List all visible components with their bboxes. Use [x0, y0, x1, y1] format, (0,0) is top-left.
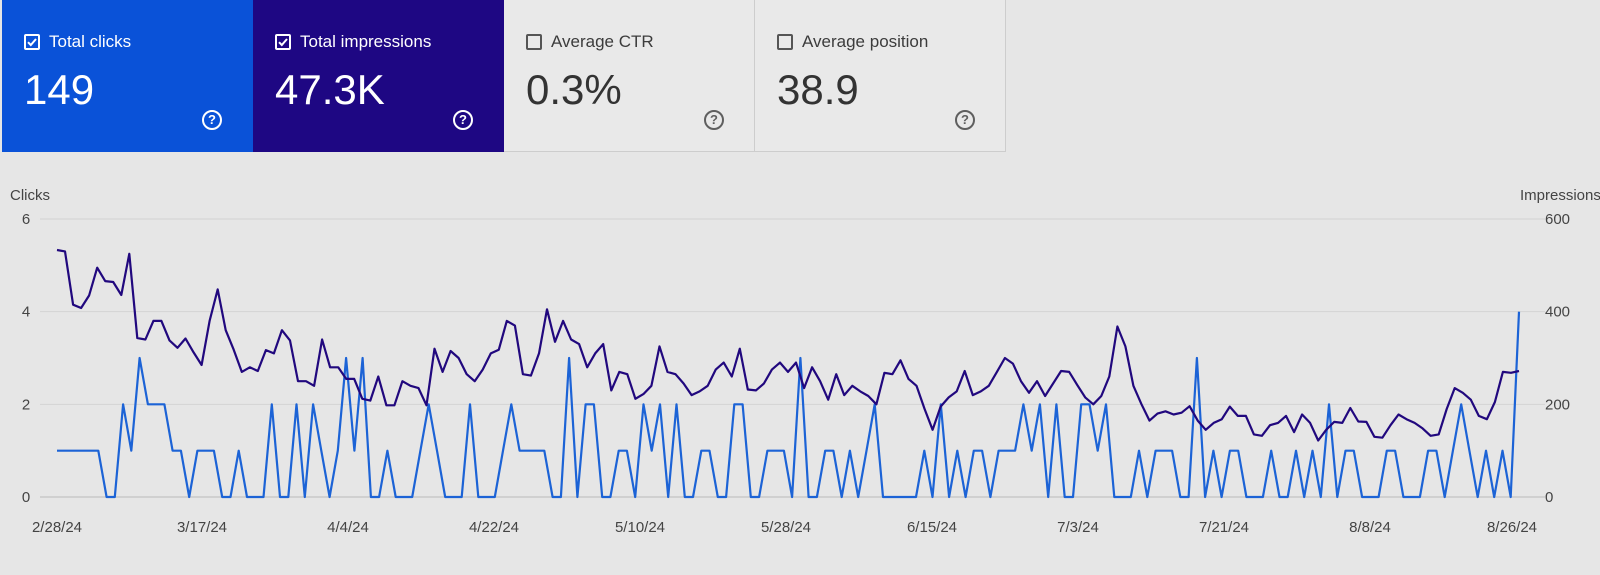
y-axis-right-title: Impressions: [1520, 187, 1600, 204]
plot-area: [56, 248, 1521, 499]
y-tick-label-left: 0: [22, 489, 30, 506]
y-tick-label-left: 4: [22, 304, 30, 321]
help-icon[interactable]: ?: [453, 110, 473, 130]
x-tick-label: 3/17/24: [177, 519, 227, 536]
checkbox-icon[interactable]: [526, 34, 542, 50]
help-icon[interactable]: ?: [704, 110, 724, 130]
y-axis-right: 0 200 400 600: [1545, 211, 1570, 506]
y-axis-left-title: Clicks: [10, 187, 50, 204]
metric-card-header: Total impressions: [275, 32, 431, 52]
metric-card-header: Total clicks: [24, 32, 131, 52]
metric-value: 149: [24, 66, 95, 113]
metric-card-average-ctr[interactable]: Average CTR 0.3% ?: [504, 0, 755, 152]
x-axis: 2/28/24 3/17/24 4/4/24 4/22/24 5/10/24 5/28/2…: [32, 519, 1537, 536]
y-tick-label-right: 0: [1545, 489, 1553, 506]
x-tick-label: 4/22/24: [469, 519, 519, 536]
metric-cards: Total clicks 149 ? Total impressions 47.…: [2, 0, 1006, 152]
checkbox-icon[interactable]: [24, 34, 40, 50]
metric-label: Average CTR: [551, 32, 654, 51]
y-tick-label-left: 6: [22, 211, 30, 228]
gridlines: [40, 218, 1545, 498]
performance-chart: Clicks Impressions 0 2 4 6 0 200 400 600 2/28/…: [10, 187, 1600, 536]
metric-card-average-position[interactable]: Average position 38.9 ?: [755, 0, 1006, 152]
metric-label: Average position: [802, 32, 929, 51]
metric-label: Total clicks: [49, 32, 132, 51]
metric-card-total-clicks[interactable]: Total clicks 149 ?: [2, 0, 253, 152]
x-tick-label: 7/21/24: [1199, 519, 1249, 536]
x-tick-label: 2/28/24: [32, 519, 82, 536]
metric-card-header: Average CTR: [526, 32, 654, 52]
metric-card-total-impressions[interactable]: Total impressions 47.3K ?: [253, 0, 504, 152]
x-tick-label: 8/8/24: [1349, 519, 1391, 536]
metric-label: Total impressions: [300, 32, 432, 51]
help-icon[interactable]: ?: [202, 110, 222, 130]
metric-value: 47.3K: [275, 66, 385, 113]
y-tick-label-right: 400: [1545, 304, 1570, 321]
x-tick-label: 4/4/24: [327, 519, 369, 536]
y-tick-label-right: 200: [1545, 396, 1570, 413]
series-line-clicks: [57, 311, 1521, 499]
checkbox-icon[interactable]: [275, 34, 291, 50]
metric-card-header: Average position: [777, 32, 928, 52]
x-tick-label: 8/26/24: [1487, 519, 1537, 536]
help-icon[interactable]: ?: [955, 110, 975, 130]
metric-value: 38.9: [777, 66, 859, 113]
y-axis-left: 0 2 4 6: [22, 211, 30, 506]
y-tick-label-right: 600: [1545, 211, 1570, 228]
x-tick-label: 5/28/24: [761, 519, 811, 536]
y-tick-label-left: 2: [22, 396, 30, 413]
x-tick-label: 6/15/24: [907, 519, 957, 536]
x-tick-label: 7/3/24: [1057, 519, 1099, 536]
series-line-impressions: [56, 248, 1520, 442]
x-tick-label: 5/10/24: [615, 519, 665, 536]
metric-value: 0.3%: [526, 66, 622, 113]
checkbox-icon[interactable]: [777, 34, 793, 50]
